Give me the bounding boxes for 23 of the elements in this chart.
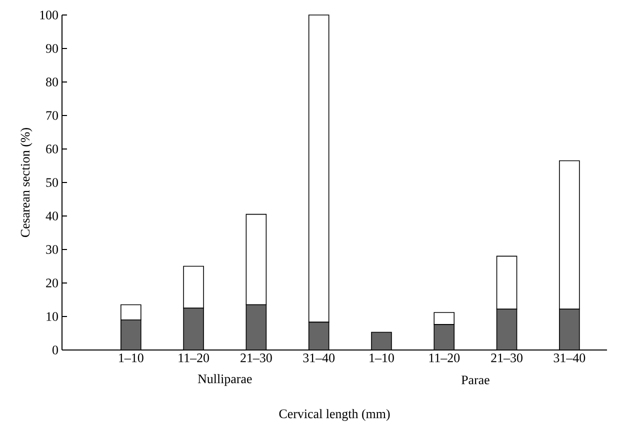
- x-tick-label: 1–10: [370, 354, 394, 362]
- x-axis-title: Cervical length (mm): [279, 409, 390, 421]
- y-tick-label: 50: [46, 178, 58, 187]
- y-tick-label: 80: [46, 78, 58, 86]
- x-tick-label: 11–20: [429, 354, 460, 362]
- x-tick-label: 31–40: [554, 354, 586, 362]
- x-tick-label: 1–10: [119, 354, 144, 362]
- y-tick-label: 20: [46, 278, 58, 288]
- y-tick-label: 30: [46, 245, 58, 254]
- x-tick-label: 11–20: [178, 354, 210, 362]
- y-tick-label: 60: [46, 144, 58, 154]
- text: Parae: [461, 376, 490, 384]
- y-tick-label: 100: [40, 10, 58, 20]
- y-tick-label: 40: [46, 212, 58, 220]
- text: Nulliparae: [198, 374, 252, 386]
- y-tick-label: 70: [46, 111, 58, 120]
- x-tick-label: 21–30: [491, 354, 522, 362]
- x-tick-label: 21–30: [240, 354, 272, 362]
- y-tick-label: 10: [46, 312, 58, 321]
- y-tick-label: 0: [52, 346, 58, 354]
- y-tick-label: 90: [46, 44, 58, 53]
- x-tick-label: 31–40: [303, 354, 335, 362]
- y-axis-title: Cesarean section (%): [20, 128, 32, 237]
